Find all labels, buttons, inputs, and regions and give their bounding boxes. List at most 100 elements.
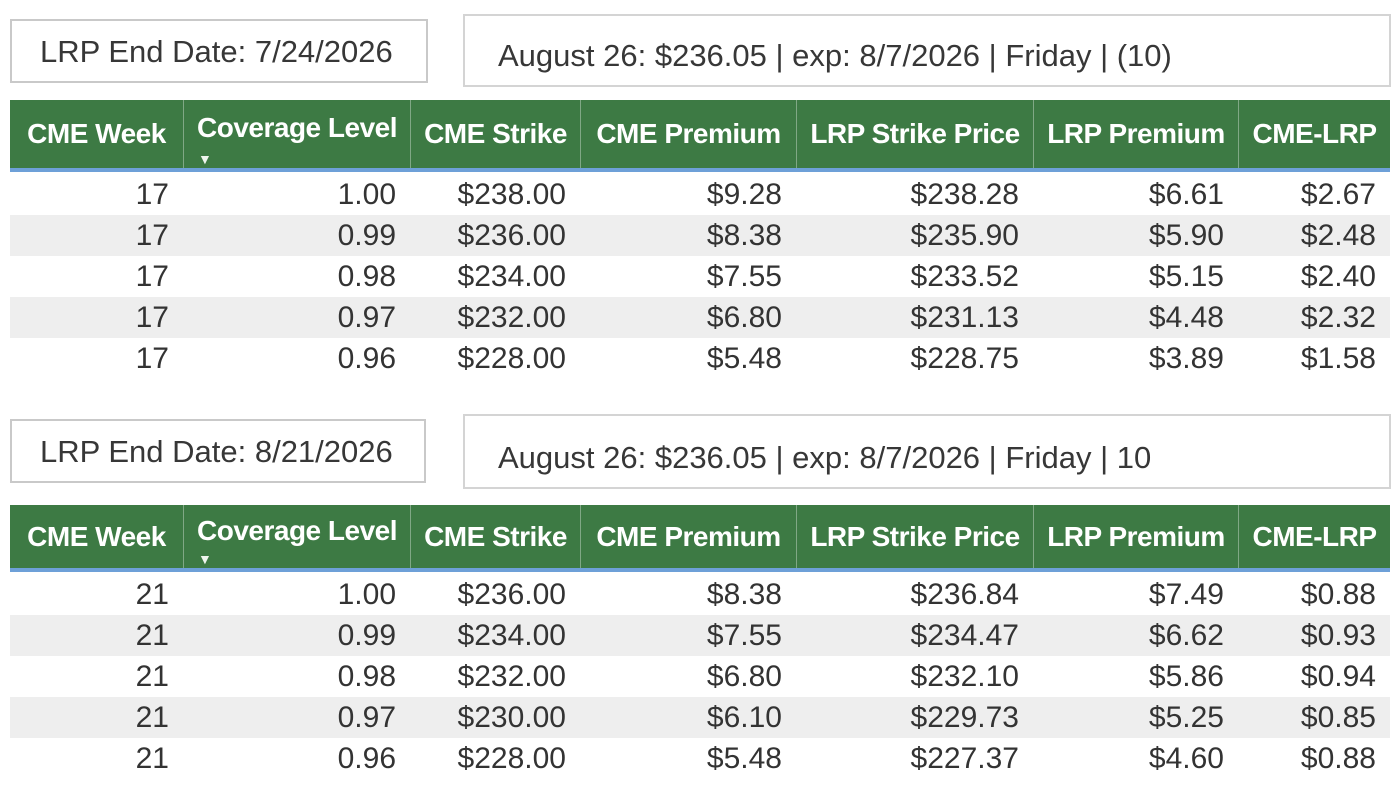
- table-cell: $234.00: [457, 259, 566, 293]
- column-header-cme-premium[interactable]: CME Premium: [580, 505, 796, 568]
- table-cell: 21: [135, 577, 169, 611]
- table-cell: $6.80: [706, 300, 782, 334]
- table-row[interactable]: 17 0.97 $232.00 $6.80 $231.13 $4.48 $2.32: [10, 297, 1390, 338]
- column-header-cme-week[interactable]: CME Week: [27, 520, 166, 552]
- table-cell: $2.32: [1300, 300, 1376, 334]
- lrp-end-date-card-1: LRP End Date: 7/24/2026: [10, 19, 428, 83]
- column-header-cme-week[interactable]: CME Week: [27, 118, 166, 149]
- table-cell: $232.00: [457, 659, 566, 693]
- table-cell: $238.00: [457, 177, 566, 211]
- table-cell: $229.73: [910, 700, 1019, 734]
- table-cell: $0.93: [1300, 618, 1376, 652]
- column-header-cme-lrp[interactable]: CME-LRP: [1238, 100, 1390, 168]
- cme-quote-text-2: August 26: $236.05 | exp: 8/7/2026 | Fri…: [498, 440, 1152, 475]
- table-row[interactable]: 21 0.98 $232.00 $6.80 $232.10 $5.86 $0.94: [10, 656, 1390, 697]
- table-row[interactable]: 21 1.00 $236.00 $8.38 $236.84 $7.49 $0.88: [10, 574, 1390, 615]
- table-cell: 21: [135, 741, 169, 775]
- table-row[interactable]: 21 0.97 $230.00 $6.10 $229.73 $5.25 $0.85: [10, 697, 1390, 738]
- cme-quote-card-1: August 26: $236.05 | exp: 8/7/2026 | Fri…: [463, 14, 1391, 87]
- table-cell: 0.97: [337, 700, 396, 734]
- table-cell: $5.48: [706, 341, 782, 375]
- table-cell: 17: [135, 177, 169, 211]
- table-row[interactable]: 21 0.96 $228.00 $5.48 $227.37 $4.60 $0.88: [10, 738, 1390, 779]
- column-header-coverage-level[interactable]: Coverage Level ▼: [183, 505, 410, 568]
- lrp-end-date-text-2: LRP End Date: 8/21/2026: [40, 434, 393, 469]
- table-cell: $1.58: [1300, 341, 1376, 375]
- table-cell: $2.48: [1300, 218, 1376, 252]
- table-cell: $8.38: [706, 218, 782, 252]
- table-cell: $232.00: [457, 300, 566, 334]
- table-body: 21 1.00 $236.00 $8.38 $236.84 $7.49 $0.88 21 0.9…: [10, 572, 1390, 779]
- table-cell: $5.15: [1148, 259, 1224, 293]
- table-cell: $5.48: [706, 741, 782, 775]
- cme-quote-card-2: August 26: $236.05 | exp: 8/7/2026 | Fri…: [463, 414, 1391, 489]
- table-cell: 1.00: [337, 177, 396, 211]
- table-cell: 0.96: [337, 741, 396, 775]
- table-cell: $4.48: [1148, 300, 1224, 334]
- table-cell: $228.75: [910, 341, 1019, 375]
- table-cell: $227.37: [910, 741, 1019, 775]
- table-cell: $2.40: [1300, 259, 1376, 293]
- table-cell: $232.10: [910, 659, 1019, 693]
- table-cell: $6.10: [706, 700, 782, 734]
- table-cell: $0.88: [1300, 741, 1376, 775]
- table-cell: 0.99: [337, 218, 396, 252]
- column-header-lrp-strike-price[interactable]: LRP Strike Price: [796, 505, 1033, 568]
- table-row[interactable]: 17 1.00 $238.00 $9.28 $238.28 $6.61 $2.67: [10, 174, 1390, 215]
- column-header-coverage-level[interactable]: Coverage Level ▼: [183, 100, 410, 168]
- column-header-cme-premium[interactable]: CME Premium: [580, 100, 796, 168]
- table-cell: $6.61: [1148, 177, 1224, 211]
- table-cell: $5.25: [1148, 700, 1224, 734]
- table-cell: $234.00: [457, 618, 566, 652]
- column-header-lrp-premium[interactable]: LRP Premium: [1033, 505, 1238, 568]
- lrp-table-week-17: CME Week Coverage Level ▼ CME Strike CME…: [10, 100, 1390, 379]
- cme-quote-text-1: August 26: $236.05 | exp: 8/7/2026 | Fri…: [498, 38, 1172, 73]
- table-cell: $230.00: [457, 700, 566, 734]
- table-cell: 0.96: [337, 341, 396, 375]
- table-row[interactable]: 17 0.98 $234.00 $7.55 $233.52 $5.15 $2.40: [10, 256, 1390, 297]
- table-header-row: CME Week Coverage Level ▼ CME Strike CME…: [10, 505, 1390, 572]
- table-cell: $238.28: [910, 177, 1019, 211]
- table-row[interactable]: 17 0.96 $228.00 $5.48 $228.75 $3.89 $1.58: [10, 338, 1390, 379]
- table-cell: $5.90: [1148, 218, 1224, 252]
- lrp-end-date-text-1: LRP End Date: 7/24/2026: [40, 34, 393, 69]
- column-header-cme-lrp[interactable]: CME-LRP: [1238, 505, 1390, 568]
- table-cell: 17: [135, 300, 169, 334]
- table-cell: $0.88: [1300, 577, 1376, 611]
- table-cell: $233.52: [910, 259, 1019, 293]
- column-header-lrp-premium[interactable]: LRP Premium: [1033, 100, 1238, 168]
- table-body: 17 1.00 $238.00 $9.28 $238.28 $6.61 $2.67 17 0.9…: [10, 172, 1390, 379]
- table-cell: $228.00: [457, 741, 566, 775]
- table-cell: $7.55: [706, 618, 782, 652]
- table-cell: 0.98: [337, 659, 396, 693]
- table-cell: $3.89: [1148, 341, 1224, 375]
- table-row[interactable]: 17 0.99 $236.00 $8.38 $235.90 $5.90 $2.48: [10, 215, 1390, 256]
- table-cell: $228.00: [457, 341, 566, 375]
- sort-descending-icon: ▼: [198, 151, 212, 167]
- table-cell: 0.99: [337, 618, 396, 652]
- lrp-table-week-21: CME Week Coverage Level ▼ CME Strike CME…: [10, 505, 1390, 779]
- table-cell: $235.90: [910, 218, 1019, 252]
- table-cell: $7.55: [706, 259, 782, 293]
- table-cell: $0.85: [1300, 700, 1376, 734]
- lrp-end-date-card-2: LRP End Date: 8/21/2026: [10, 419, 426, 483]
- table-cell: $0.94: [1300, 659, 1376, 693]
- table-cell: $236.00: [457, 577, 566, 611]
- table-cell: $6.62: [1148, 618, 1224, 652]
- column-header-cme-strike[interactable]: CME Strike: [410, 100, 580, 168]
- table-cell: $6.80: [706, 659, 782, 693]
- table-row[interactable]: 21 0.99 $234.00 $7.55 $234.47 $6.62 $0.93: [10, 615, 1390, 656]
- table-cell: $231.13: [910, 300, 1019, 334]
- table-cell: $234.47: [910, 618, 1019, 652]
- table-cell: 21: [135, 618, 169, 652]
- table-cell: $5.86: [1148, 659, 1224, 693]
- column-header-lrp-strike-price[interactable]: LRP Strike Price: [796, 100, 1033, 168]
- table-cell: $236.84: [910, 577, 1019, 611]
- table-cell: 17: [135, 218, 169, 252]
- column-header-cme-strike[interactable]: CME Strike: [410, 505, 580, 568]
- table-cell: 17: [135, 341, 169, 375]
- table-cell: $9.28: [706, 177, 782, 211]
- table-cell: 21: [135, 700, 169, 734]
- table-cell: $236.00: [457, 218, 566, 252]
- table-cell: $4.60: [1148, 741, 1224, 775]
